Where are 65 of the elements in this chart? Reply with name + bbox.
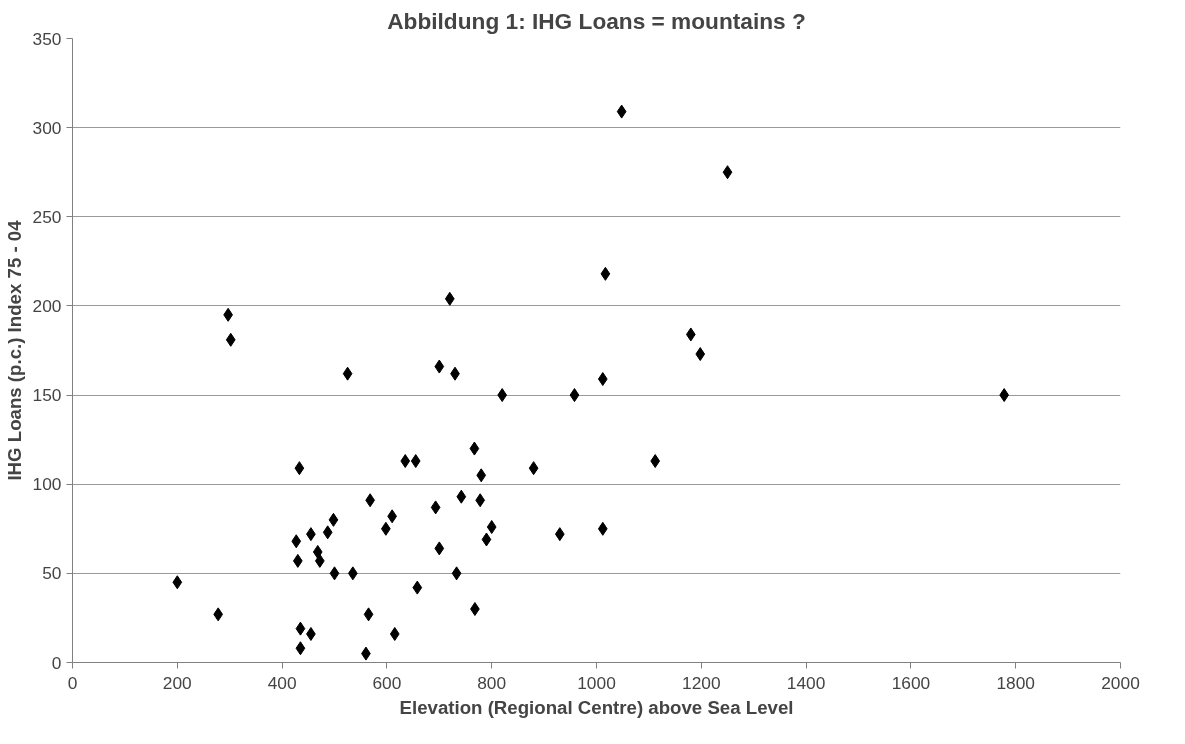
point — [528, 461, 539, 476]
point — [291, 534, 302, 549]
point — [294, 461, 305, 476]
point — [476, 468, 487, 483]
point — [412, 580, 423, 595]
point — [685, 327, 696, 342]
point — [486, 520, 497, 534]
point — [430, 500, 441, 515]
point — [434, 359, 445, 374]
x-tick-label: 1400 — [786, 672, 826, 693]
x-tick-label: 1200 — [682, 672, 721, 693]
point — [342, 366, 353, 381]
point — [292, 553, 303, 568]
point — [497, 388, 508, 403]
point — [312, 544, 323, 559]
x-tick-label: 400 — [267, 672, 297, 693]
x-axis-title: Elevation (Regional Centre) above Sea Level — [399, 696, 794, 718]
y-tick-label: 300 — [32, 117, 62, 138]
point — [363, 607, 374, 622]
point — [225, 332, 236, 347]
point — [172, 575, 183, 590]
point — [456, 489, 467, 504]
y-tick-label: 350 — [32, 28, 62, 49]
point — [295, 641, 306, 656]
x-tick-label: 1600 — [891, 672, 931, 693]
y-tick-label: 200 — [32, 295, 62, 316]
y-axis-title: IHG Loans (p.c.) Index 75 - 04 — [3, 219, 25, 481]
point — [695, 347, 706, 362]
point — [329, 566, 340, 581]
x-tick-label: 1800 — [996, 672, 1035, 693]
point — [597, 521, 608, 536]
point — [597, 372, 608, 387]
point — [999, 388, 1010, 403]
point — [314, 553, 325, 568]
point — [322, 525, 333, 540]
point — [469, 441, 480, 456]
x-tick-label: 0 — [67, 672, 78, 693]
point — [444, 291, 455, 306]
y-tick-label: 150 — [32, 385, 62, 406]
point — [554, 527, 565, 542]
point — [481, 532, 492, 547]
y-tick-label: 0 — [51, 652, 62, 673]
y-tick-label: 100 — [32, 474, 62, 495]
point — [389, 626, 400, 641]
point — [451, 566, 462, 581]
point — [410, 454, 421, 469]
point — [569, 388, 580, 403]
point — [328, 512, 339, 527]
y-tick-label: 50 — [42, 563, 62, 584]
point — [400, 454, 411, 469]
x-tick-label: 600 — [372, 672, 402, 693]
point — [213, 607, 224, 622]
point — [616, 104, 627, 119]
point — [475, 493, 486, 508]
x-tick-label: 800 — [477, 672, 507, 693]
x-tick-label: 1000 — [577, 672, 616, 693]
chart-title: Abbildung 1: IHG Loans = mountains ? — [387, 7, 806, 34]
point — [434, 541, 445, 556]
point — [600, 266, 611, 281]
x-tick-label: 2000 — [1101, 672, 1140, 693]
point — [722, 165, 733, 180]
point — [650, 454, 661, 469]
point — [295, 621, 306, 636]
x-tick-label: 200 — [162, 672, 192, 693]
y-tick-label: 250 — [32, 206, 62, 227]
